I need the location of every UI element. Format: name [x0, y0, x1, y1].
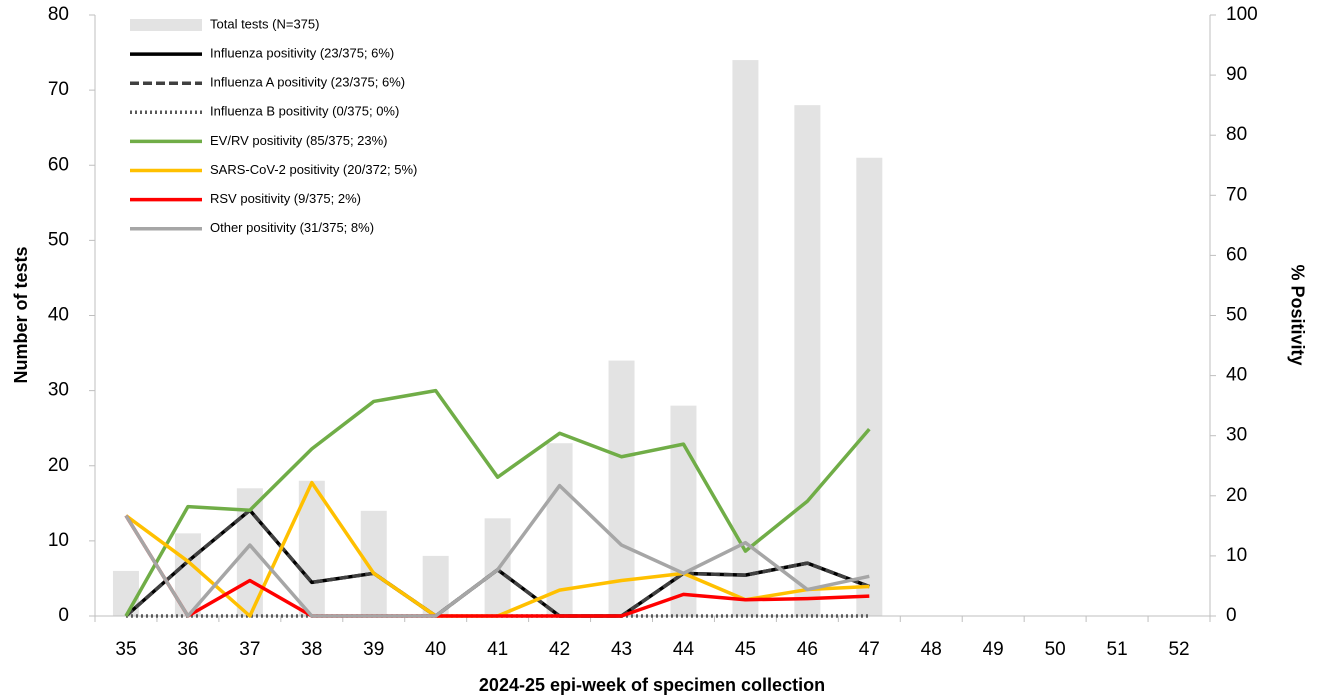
y2-tick-label: 30 — [1226, 425, 1247, 446]
legend-label: RSV positivity (9/375; 2%) — [210, 191, 361, 206]
x-tick-label: 48 — [921, 639, 942, 660]
series-line — [124, 388, 871, 617]
x-tick-label: 39 — [363, 639, 384, 660]
x-tick-label: 49 — [983, 639, 1004, 660]
y-tick-label: 60 — [48, 154, 69, 175]
y-tick-label: 40 — [48, 305, 69, 326]
y-axis-title: Number of tests — [11, 246, 31, 383]
legend-label: Influenza B positivity (0/375; 0%) — [210, 104, 399, 119]
y2-tick-label: 10 — [1226, 545, 1247, 566]
bar — [422, 555, 449, 616]
y2-tick-label: 0 — [1226, 605, 1237, 626]
y2-axis-title: % Positivity — [1287, 264, 1307, 365]
y-tick-label: 30 — [48, 380, 69, 401]
y-tick-label: 0 — [58, 605, 69, 626]
x-tick-label: 41 — [487, 639, 508, 660]
y2-tick-label: 40 — [1226, 365, 1247, 386]
legend-label: Influenza A positivity (23/375; 6%) — [210, 75, 405, 90]
y2-tick-label: 70 — [1226, 184, 1247, 205]
bar — [360, 510, 387, 616]
legend-label: EV/RV positivity (85/375; 23%) — [210, 133, 388, 148]
x-tick-label: 51 — [1107, 639, 1128, 660]
y-tick-label: 10 — [48, 530, 69, 551]
x-tick-label: 46 — [797, 639, 818, 660]
y2-tick-label: 60 — [1226, 244, 1247, 265]
y2-tick-label: 50 — [1226, 305, 1247, 326]
legend-label: SARS-CoV-2 positivity (20/372; 5%) — [210, 162, 417, 177]
legend-label: Influenza positivity (23/375; 6%) — [210, 46, 394, 61]
series-line — [124, 483, 870, 618]
y-tick-label: 20 — [48, 455, 69, 476]
legend-swatch — [130, 19, 202, 31]
x-tick-label: 44 — [673, 639, 695, 660]
x-tick-label: 50 — [1045, 639, 1066, 660]
x-tick-label: 40 — [425, 639, 446, 660]
bar — [608, 360, 635, 616]
y2-tick-label: 90 — [1226, 64, 1247, 85]
bar — [856, 157, 883, 617]
y2-tick-label: 20 — [1226, 485, 1247, 506]
bar — [670, 405, 697, 616]
y-tick-label: 70 — [48, 79, 69, 100]
x-tick-label: 37 — [239, 639, 260, 660]
x-tick-label: 47 — [859, 639, 880, 660]
legend-label: Other positivity (31/375; 8%) — [210, 220, 374, 235]
bar — [794, 105, 821, 617]
x-tick-label: 35 — [115, 639, 136, 660]
x-tick-label: 38 — [301, 639, 322, 660]
y-tick-label: 50 — [48, 229, 69, 250]
bar — [732, 60, 759, 616]
x-tick-label: 43 — [611, 639, 632, 660]
x-tick-label: 45 — [735, 639, 756, 660]
series-line — [124, 514, 870, 618]
y2-tick-label: 80 — [1226, 124, 1247, 145]
y-tick-label: 80 — [48, 4, 69, 25]
x-tick-label: 42 — [549, 639, 570, 660]
x-tick-label: 36 — [177, 639, 198, 660]
x-axis-title: 2024-25 epi-week of specimen collection — [479, 675, 825, 695]
x-tick-label: 52 — [1168, 639, 1189, 660]
y2-tick-label: 100 — [1226, 4, 1258, 25]
legend-label: Total tests (N=375) — [210, 16, 319, 31]
